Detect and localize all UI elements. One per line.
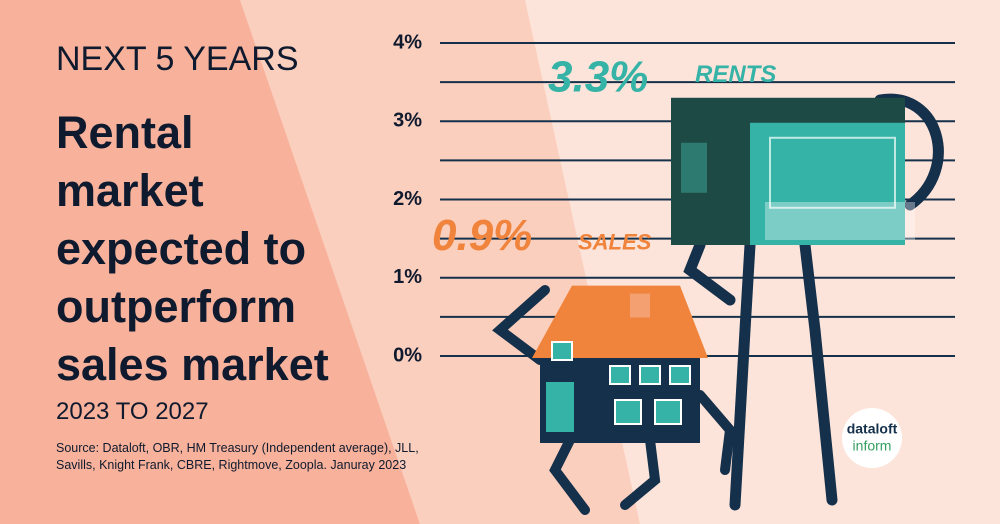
house-window xyxy=(614,399,642,425)
background-panel xyxy=(0,0,420,524)
rents-figure: 3.3% RENTS xyxy=(548,52,915,246)
house-chimney xyxy=(630,293,650,318)
house-window xyxy=(654,399,682,425)
y-tick-label: 2% xyxy=(393,188,422,210)
house-window xyxy=(669,365,691,385)
title-line: market xyxy=(56,165,204,216)
source-line: Source: Dataloft, OBR, HM Treasury (Inde… xyxy=(56,441,419,455)
logo-text: dataloft xyxy=(847,421,898,437)
building-window-pane xyxy=(769,136,896,209)
source-line: Savills, Knight Frank, CBRE, Rightmove, … xyxy=(56,458,407,472)
title-line: sales market xyxy=(56,339,329,390)
house-window xyxy=(609,365,631,385)
y-tick-label: 3% xyxy=(393,110,422,132)
house-door xyxy=(546,382,574,432)
title: Rental market expected to outperform sales m… xyxy=(56,104,329,394)
series-name: SALES xyxy=(578,229,652,254)
house-window xyxy=(551,341,573,361)
building-glass xyxy=(765,202,915,240)
building-window xyxy=(750,122,905,245)
title-line: Rental xyxy=(56,107,194,158)
sales-figure: 0.9% SALES xyxy=(432,211,708,443)
title-line: outperform xyxy=(56,281,296,332)
series-name: RENTS xyxy=(695,61,776,88)
source: Source: Dataloft, OBR, HM Treasury (Inde… xyxy=(56,440,419,474)
value-label: 0.9% xyxy=(432,211,532,260)
building-side xyxy=(681,142,707,193)
house-window xyxy=(639,365,661,385)
logo-badge xyxy=(842,408,902,468)
logo-text: inform xyxy=(853,438,892,454)
title-line: expected to xyxy=(56,223,307,274)
y-tick-label: 1% xyxy=(393,266,422,288)
y-tick-label: 4% xyxy=(393,31,422,53)
sales-limbs xyxy=(492,285,736,515)
heading: NEXT 5 YEARS xyxy=(56,40,299,78)
subtitle: 2023 TO 2027 xyxy=(56,398,209,425)
house-roof xyxy=(532,285,708,358)
value-label: 3.3% xyxy=(548,52,648,101)
y-tick-label: 0% xyxy=(393,344,422,366)
